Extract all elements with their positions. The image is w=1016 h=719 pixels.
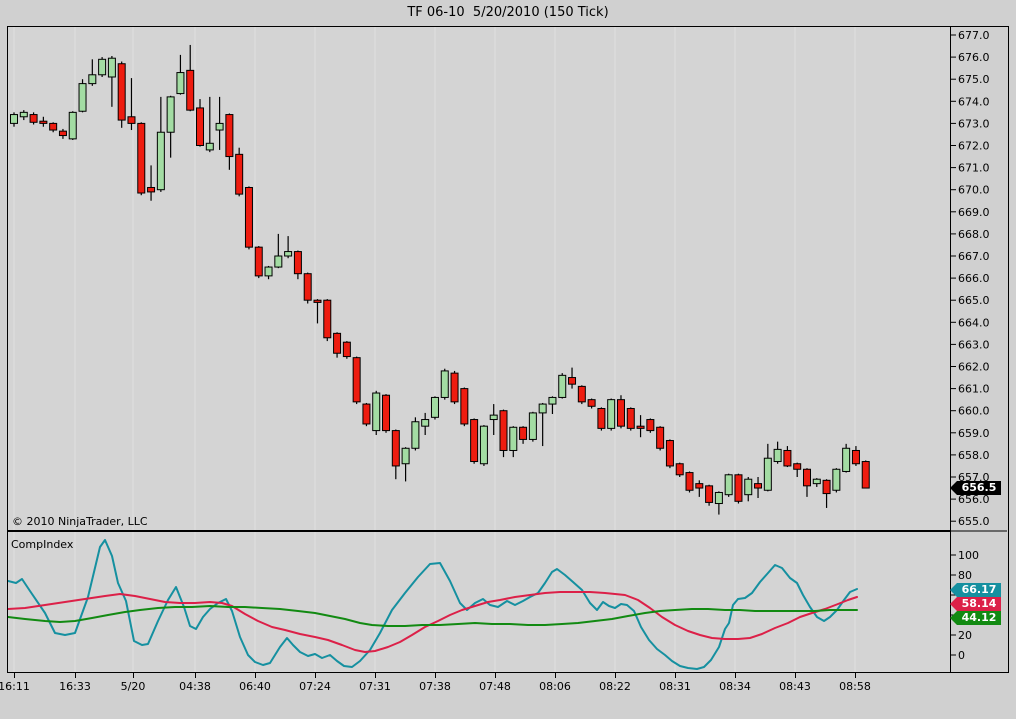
indicator-smooth-badge: 44.12 [950,611,1001,625]
badge-arrow-icon [950,583,957,597]
candles-layer [10,44,870,515]
svg-text:656.0: 656.0 [958,493,990,506]
svg-text:664.0: 664.0 [958,316,990,329]
svg-text:668.0: 668.0 [958,228,990,241]
svg-text:661.0: 661.0 [958,383,990,396]
time-label: 08:22 [599,680,631,693]
copyright-label: © 2010 NinjaTrader, LLC [12,515,148,528]
svg-text:671.0: 671.0 [958,162,990,175]
svg-text:674.0: 674.0 [958,95,990,108]
time-axis[interactable]: 16:11 16:33 5/20 04:38 06:40 07:24 07:31 07:38 0… [0,673,1016,703]
time-tick [75,673,76,678]
time-tick [615,673,616,678]
candlestick-plot [10,27,870,530]
time-label: 16:33 [59,680,91,693]
indicator-slow-badge: 58.14 [950,597,1001,611]
time-tick [375,673,376,678]
time-label: 06:40 [239,680,271,693]
indicator-slow-value: 58.14 [957,597,1001,611]
time-label: 07:31 [359,680,391,693]
time-label: 08:43 [779,680,811,693]
indicator-fast-value: 66.17 [957,583,1001,597]
svg-text:663.0: 663.0 [958,338,990,351]
last-price-value: 656.5 [957,481,1001,495]
price-panel[interactable]: © 2010 NinjaTrader, LLC [7,26,951,531]
svg-text:660.0: 660.0 [958,405,990,418]
time-tick [195,673,196,678]
time-tick [795,673,796,678]
badge-arrow-icon [950,481,957,495]
indicator-plot [8,532,858,672]
gridlines-layer [13,27,856,530]
svg-text:20: 20 [958,629,972,642]
indicator-smooth-value: 44.12 [957,611,1001,625]
time-tick [14,673,15,678]
time-label: 5/20 [120,680,146,693]
svg-text:676.0: 676.0 [958,51,990,64]
time-tick [735,673,736,678]
gridlines-layer [13,532,856,672]
time-label: 07:48 [479,680,511,693]
svg-text:666.0: 666.0 [958,272,990,285]
chart-title: TF 06-10 5/20/2010 (150 Tick) [407,5,609,20]
time-tick [133,673,134,678]
time-label: 08:31 [659,680,691,693]
time-tick [495,673,496,678]
indicator-lines-layer [8,539,858,670]
svg-text:657.0: 657.0 [958,471,990,484]
time-tick [555,673,556,678]
svg-text:677.0: 677.0 [958,29,990,42]
svg-text:80: 80 [958,569,972,582]
time-label: 07:38 [419,680,451,693]
time-label: 04:38 [179,680,211,693]
svg-text:667.0: 667.0 [958,250,990,263]
indicator-fast-badge: 66.17 [950,583,1001,597]
price-axis[interactable]: 677.0 676.0 675.0 674.0 673.0 672.0 671.0 670.0… [950,26,1009,673]
indicator-name-label: CompIndex [11,538,74,551]
time-label: 08:58 [839,680,871,693]
svg-text:675.0: 675.0 [958,73,990,86]
svg-text:0: 0 [958,649,965,662]
time-label: 16:11 [0,680,30,693]
svg-text:658.0: 658.0 [958,449,990,462]
badge-arrow-icon [950,597,957,611]
time-label: 08:06 [539,680,571,693]
time-tick [435,673,436,678]
svg-text:662.0: 662.0 [958,361,990,374]
svg-text:665.0: 665.0 [958,294,990,307]
indicator-panel[interactable]: CompIndex [7,531,951,673]
svg-text:669.0: 669.0 [958,206,990,219]
badge-arrow-icon [950,611,957,625]
time-label: 08:34 [719,680,751,693]
price-axis-scale: 677.0 676.0 675.0 674.0 673.0 672.0 671.0 670.0… [951,29,1007,662]
svg-text:673.0: 673.0 [958,117,990,130]
time-tick [315,673,316,678]
time-tick [855,673,856,678]
axis-ticks-layer: 677.0 676.0 675.0 674.0 673.0 672.0 671.0 670.0… [951,29,1007,662]
time-tick [255,673,256,678]
svg-text:670.0: 670.0 [958,184,990,197]
svg-text:655.0: 655.0 [958,515,990,528]
time-tick [675,673,676,678]
svg-text:659.0: 659.0 [958,427,990,440]
last-price-badge: 656.5 [950,481,1001,495]
svg-text:672.0: 672.0 [958,140,990,153]
svg-text:100: 100 [958,549,979,562]
time-label: 07:24 [299,680,331,693]
